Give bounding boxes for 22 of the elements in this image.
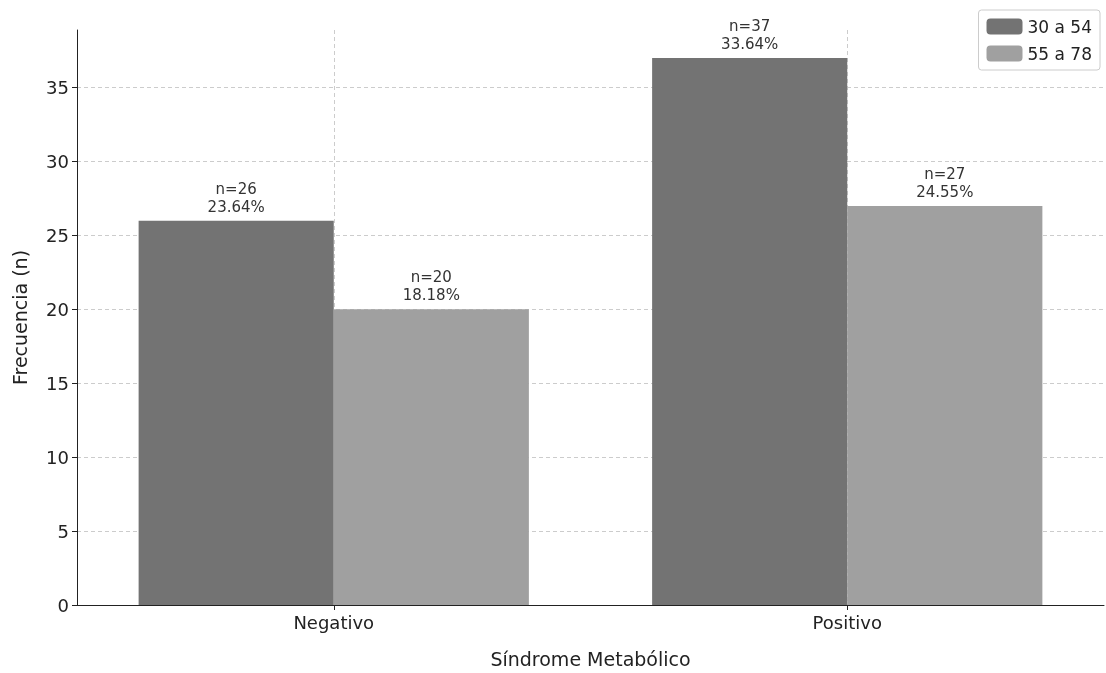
data-label: n=27 24.55% [916, 164, 974, 201]
data-label: n=20 18.18% [402, 268, 460, 305]
y-tick-label: 15 [46, 372, 69, 394]
x-axis-title: Síndrome Metabólico [490, 647, 691, 670]
data-label: n=26 23.64% [207, 179, 265, 216]
bar [652, 58, 848, 605]
y-tick-label: 0 [57, 594, 69, 616]
bar [333, 309, 529, 605]
y-tick-label: 20 [46, 298, 69, 320]
y-tick-label: 30 [46, 151, 69, 173]
x-tick-label: Negativo [293, 611, 375, 633]
legend-label: 30 a 54 [1027, 16, 1093, 37]
y-axis-title: Frecuencia (n) [8, 249, 31, 386]
data-label: n=37 33.64% [721, 17, 779, 54]
y-tick-label: 25 [46, 224, 69, 246]
y-tick-label: 35 [46, 77, 69, 99]
bar [138, 220, 334, 605]
bar [847, 205, 1043, 605]
legend-label: 55 a 78 [1027, 43, 1093, 64]
y-tick-label: 10 [46, 446, 69, 468]
x-tick-label: Positivo [812, 611, 882, 633]
y-tick-label: 5 [57, 520, 69, 542]
